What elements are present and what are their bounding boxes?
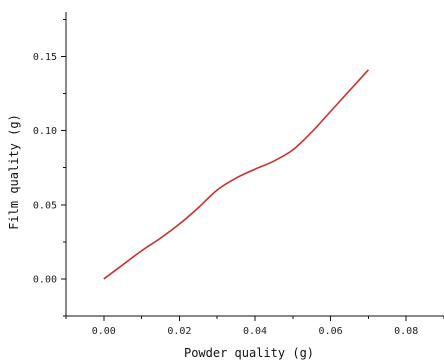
x-tick-label: 0.00 (92, 326, 116, 337)
series-line-0 (103, 69, 369, 280)
axes: 0.00 0.02 0.04 0.06 0.08 0.00 0.05 0.10 0.15 (33, 12, 444, 337)
x-tick-label: 0.04 (243, 326, 267, 337)
y-tick-label: 0.05 (33, 200, 57, 211)
y-tick-label: 0.00 (33, 274, 57, 285)
y-tick-label: 0.10 (33, 126, 57, 137)
y-axis-title: Film quality (g) (7, 114, 21, 230)
x-tick-label: 0.06 (319, 326, 343, 337)
labels: Powder quality (g) Film quality (g) (7, 114, 314, 360)
x-tick-label: 0.08 (394, 326, 418, 337)
series-layer (103, 69, 369, 280)
x-tick-label: 0.02 (167, 326, 191, 337)
y-tick-label: 0.15 (33, 52, 57, 63)
x-axis-title: Powder quality (g) (184, 346, 314, 360)
